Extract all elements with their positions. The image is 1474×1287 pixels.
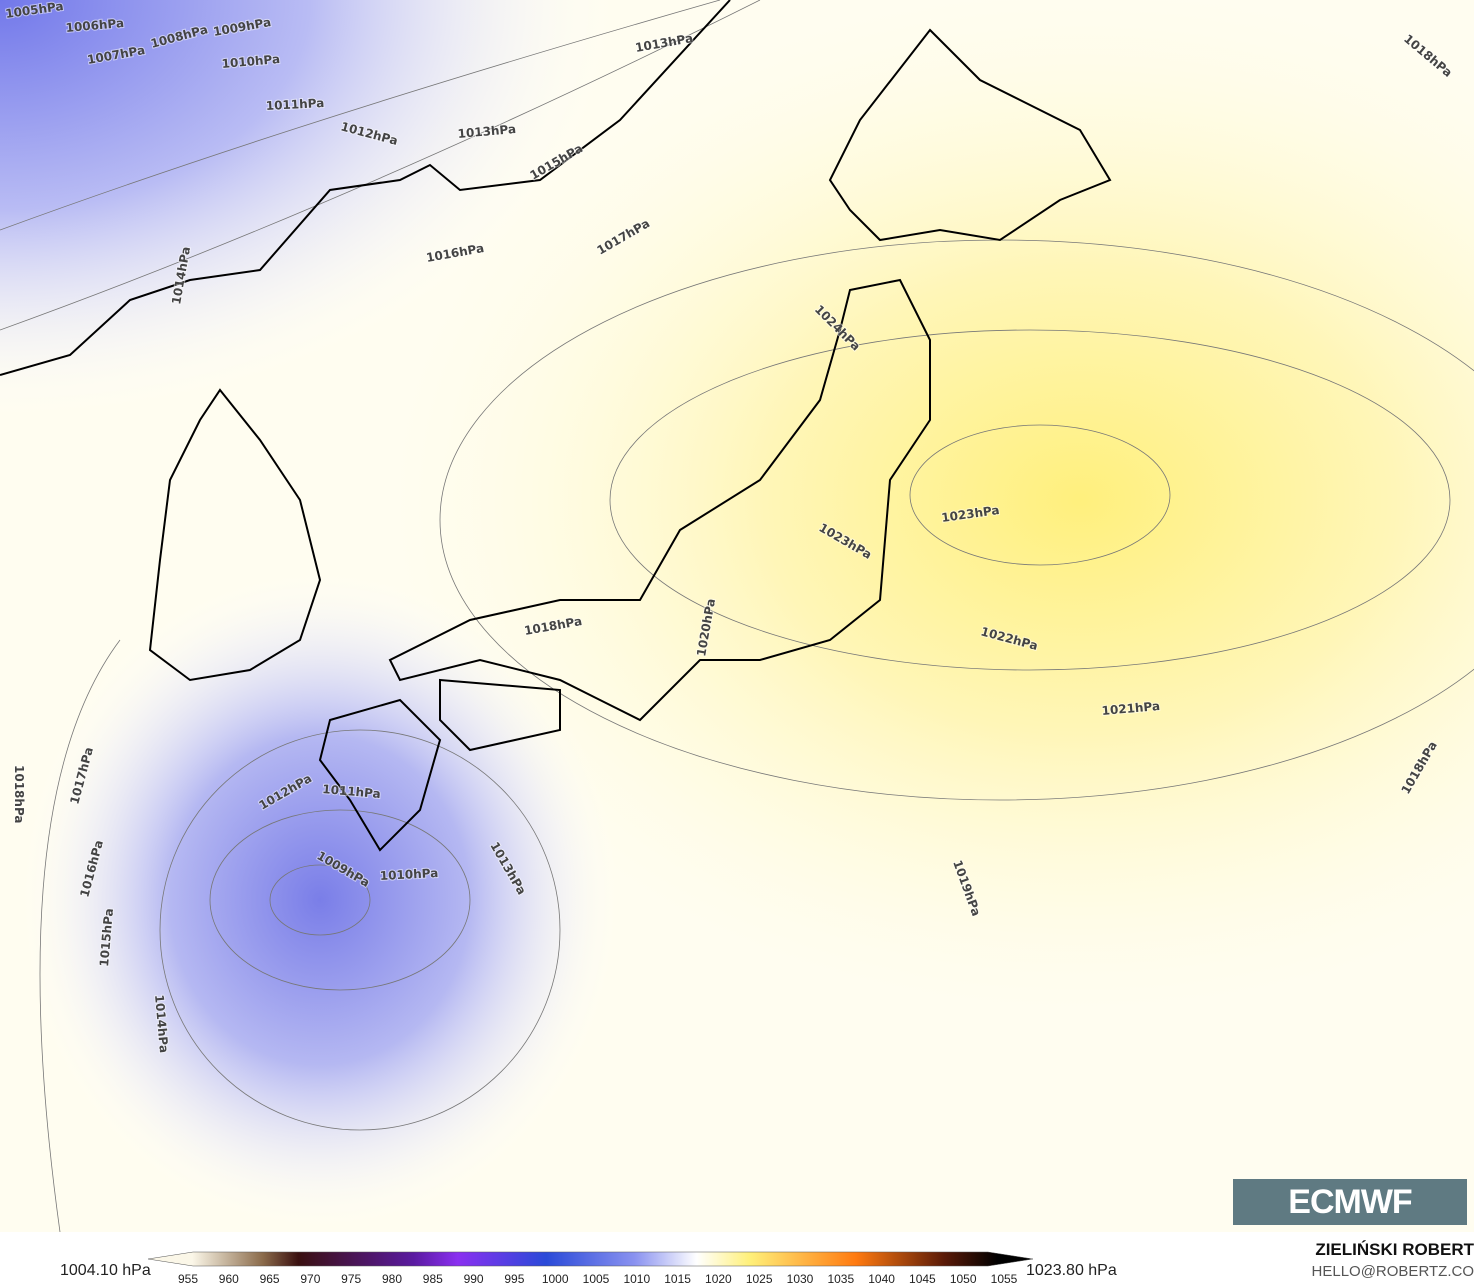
colorbar-tick-label: 990 [463, 1272, 484, 1286]
colorbar-tick-label: 1020 [705, 1272, 732, 1286]
isobar-label: 1010hPa [379, 866, 438, 883]
colorbar-tick-label: 955 [177, 1272, 199, 1286]
isobar-label: 1021hPa [1101, 699, 1161, 718]
ecmwf-logo-text: ECMWF [1288, 1182, 1412, 1221]
isobar-label: 1006hPa [65, 16, 125, 35]
legend-footer: 1004.10 hPa 955 960 965 970 975 980 985 990 995 1… [0, 1232, 1474, 1287]
colorbar-tick-label: 980 [381, 1272, 403, 1286]
colorbar-tick-label: 965 [259, 1272, 280, 1286]
isobar-label: 1011hPa [322, 782, 382, 801]
isobar-label: 1013hPa [457, 122, 517, 141]
colorbar-tick-label: 1010 [623, 1272, 651, 1286]
max-pressure-label: 1023.80 hPa [1026, 1262, 1117, 1279]
colorbar-tick-label: 1015 [664, 1272, 691, 1286]
colorbar-tick-label: 1045 [909, 1272, 936, 1286]
colorbar-tick-label: 1055 [990, 1272, 1018, 1286]
colorbar-fill [148, 1251, 1033, 1267]
isobar-label: 1018hPa [12, 765, 26, 824]
low-pressure-south [0, 0, 1474, 1232]
colorbar-tick-label: 995 [504, 1272, 525, 1286]
colorbar-tick-label: 1035 [827, 1272, 855, 1286]
colorbar-tick-label: 975 [341, 1272, 362, 1286]
colorbar-tick-label: 1005 [582, 1272, 610, 1286]
colorbar-tick-label: 1030 [786, 1272, 814, 1286]
colorbar [148, 1251, 1033, 1267]
isobar-label: 1015hPa [97, 908, 116, 968]
colorbar-tick-label: 1040 [868, 1272, 895, 1286]
colorbar-tick-label: 970 [300, 1272, 321, 1286]
colorbar-tick-label: 1000 [541, 1272, 569, 1286]
author-credit: ZIELIŃSKI ROBERT [1315, 1240, 1474, 1259]
colorbar-tick-label: 1050 [949, 1272, 977, 1286]
author-email: HELLO@ROBERTZ.CO [1311, 1263, 1474, 1280]
isobar-label: 1014hPa [152, 994, 171, 1054]
coastlines [0, 0, 1112, 852]
ecmwf-logo: ECMWF [1233, 1179, 1467, 1225]
isobar-label: 1010hPa [221, 52, 281, 71]
colorbar-tick-label: 960 [218, 1272, 239, 1286]
min-pressure-label: 1004.10 hPa [60, 1262, 151, 1279]
colorbar-tick-label: 985 [422, 1272, 443, 1286]
isobar-label: 1011hPa [265, 96, 324, 113]
colorbar-tick-label: 1025 [745, 1272, 773, 1286]
